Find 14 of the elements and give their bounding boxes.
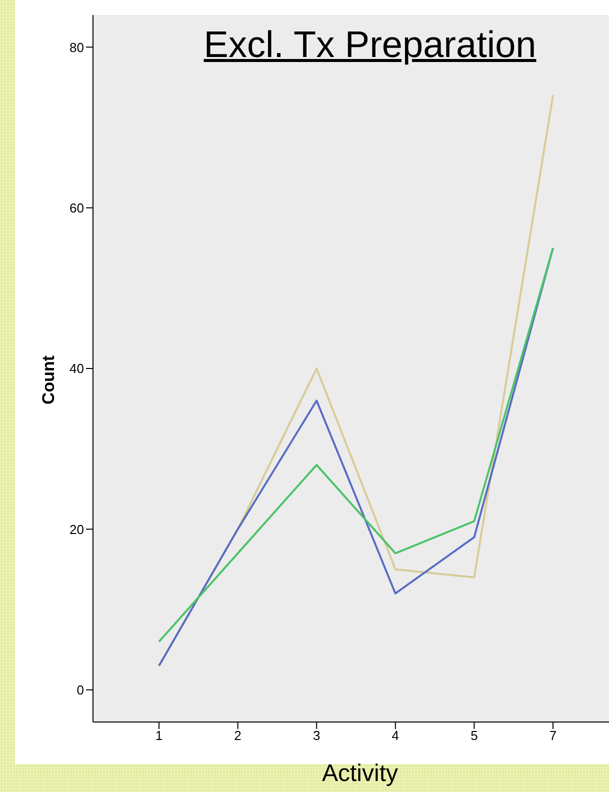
x-tick-label: 7 [549,728,557,744]
x-tick-label: 3 [312,728,320,744]
x-tick-label: 5 [470,728,478,744]
y-tick-label: 80 [70,40,84,55]
x-tick-label: 2 [234,728,242,744]
y-tick-label: 60 [70,200,84,216]
y-tick-label: 20 [70,522,84,537]
y-tick-label: 0 [76,682,84,698]
x-tick-label: 4 [392,728,400,744]
x-axis-title: Activity [320,760,399,788]
chart-title: Excl. Tx Preparation [202,24,538,66]
y-tick-label: 40 [70,361,84,376]
y-axis-title: Count [39,354,59,407]
x-tick-label: 1 [155,728,163,744]
